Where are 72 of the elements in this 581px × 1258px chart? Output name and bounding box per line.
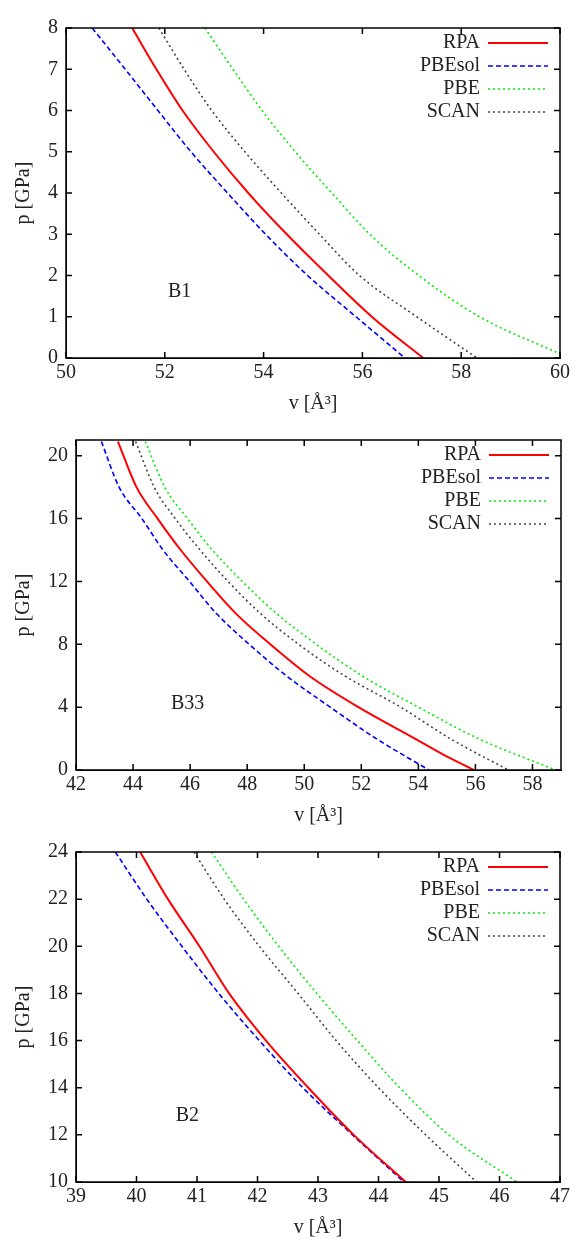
y-axis-title: p [GPa] — [11, 573, 35, 637]
legend-label: PBEsol — [419, 877, 481, 900]
annotation: B1 — [167, 279, 192, 302]
x-tick-label: 42 — [66, 772, 86, 795]
y-tick-label: 22 — [48, 886, 68, 909]
x-tick-label: 44 — [123, 772, 144, 795]
x-axis-title: v [Å³] — [293, 1215, 343, 1238]
x-tick-label: 54 — [253, 360, 274, 383]
x-tick-label: 40 — [126, 1184, 147, 1207]
y-tick-label: 5 — [48, 139, 58, 161]
line-series — [91, 28, 406, 358]
x-tick-label: 41 — [187, 1184, 207, 1207]
y-axis-title: p [GPa] — [11, 161, 35, 225]
legend-label: SCAN — [426, 99, 480, 122]
x-tick-label: 56 — [352, 360, 373, 383]
x-tick-label: 46 — [180, 772, 201, 795]
annotation: B33 — [170, 691, 205, 714]
x-tick-label: 60 — [550, 360, 570, 383]
text: RPA — [443, 442, 482, 465]
x-tick-label: 52 — [351, 772, 372, 795]
line-series — [210, 852, 518, 1182]
x-tick-label: 45 — [429, 1184, 449, 1207]
y-tick-label: 20 — [48, 933, 68, 956]
legend-label: PBE — [443, 76, 480, 99]
y-tick-label: 1 — [48, 304, 58, 326]
x-tick-label: 58 — [451, 360, 472, 383]
legend-label: PBE — [444, 488, 481, 511]
y-tick-label: 6 — [48, 97, 58, 120]
y-tick-label: 20 — [48, 442, 68, 465]
x-tick-label: 43 — [308, 1184, 328, 1207]
y-tick-label: 16 — [48, 1027, 68, 1050]
legend-label: SCAN — [427, 511, 481, 534]
x-tick-label: 56 — [465, 772, 486, 795]
y-tick-label: 8 — [48, 15, 58, 38]
x-tick-label: 44 — [368, 1184, 389, 1207]
y-tick-label: 4 — [48, 180, 58, 203]
y-tick-label: 7 — [48, 56, 58, 79]
y-tick-label: 8 — [58, 631, 68, 654]
line-series — [158, 28, 478, 358]
x-tick-label: 39 — [66, 1184, 86, 1207]
y-tick-label: 3 — [48, 221, 58, 244]
y-tick-label: 18 — [48, 980, 68, 1003]
legend-label: PBE — [443, 900, 480, 923]
x-tick-label: 42 — [247, 1184, 268, 1207]
x-tick-label: 46 — [489, 1184, 510, 1207]
y-tick-label: 0 — [48, 345, 58, 368]
x-tick-label: 50 — [294, 772, 315, 795]
y-tick-label: 2 — [48, 262, 58, 285]
y-tick-label: 12 — [48, 568, 68, 591]
x-tick-label: 52 — [154, 360, 175, 383]
legend-label: SCAN — [426, 923, 480, 946]
legend-label: PBEsol — [419, 53, 481, 76]
x-tick-label: 58 — [522, 772, 543, 795]
x-tick-label: 48 — [237, 772, 258, 795]
x-tick-label: 54 — [408, 772, 429, 795]
y-tick-label: 4 — [58, 694, 68, 717]
y-tick-label: 10 — [48, 1169, 68, 1192]
x-axis-title: v [Å³] — [294, 803, 343, 826]
legend-label: RPA — [442, 30, 481, 53]
line-series — [204, 28, 560, 355]
y-tick-label: 0 — [58, 757, 68, 780]
y-tick-label: 12 — [48, 1122, 68, 1145]
y-tick-label: 16 — [48, 505, 68, 528]
legend-label: RPA — [442, 854, 481, 877]
x-tick-label: 50 — [56, 360, 76, 383]
y-tick-label: 24 — [48, 839, 68, 862]
y-axis-title: p [GPa] — [11, 985, 35, 1049]
x-tick-label: 47 — [550, 1184, 570, 1207]
y-tick-label: 14 — [48, 1074, 68, 1097]
x-axis-title: v [Å³] — [288, 391, 338, 414]
annotation: B2 — [175, 1103, 199, 1126]
legend-label: PBEsol — [420, 465, 482, 488]
